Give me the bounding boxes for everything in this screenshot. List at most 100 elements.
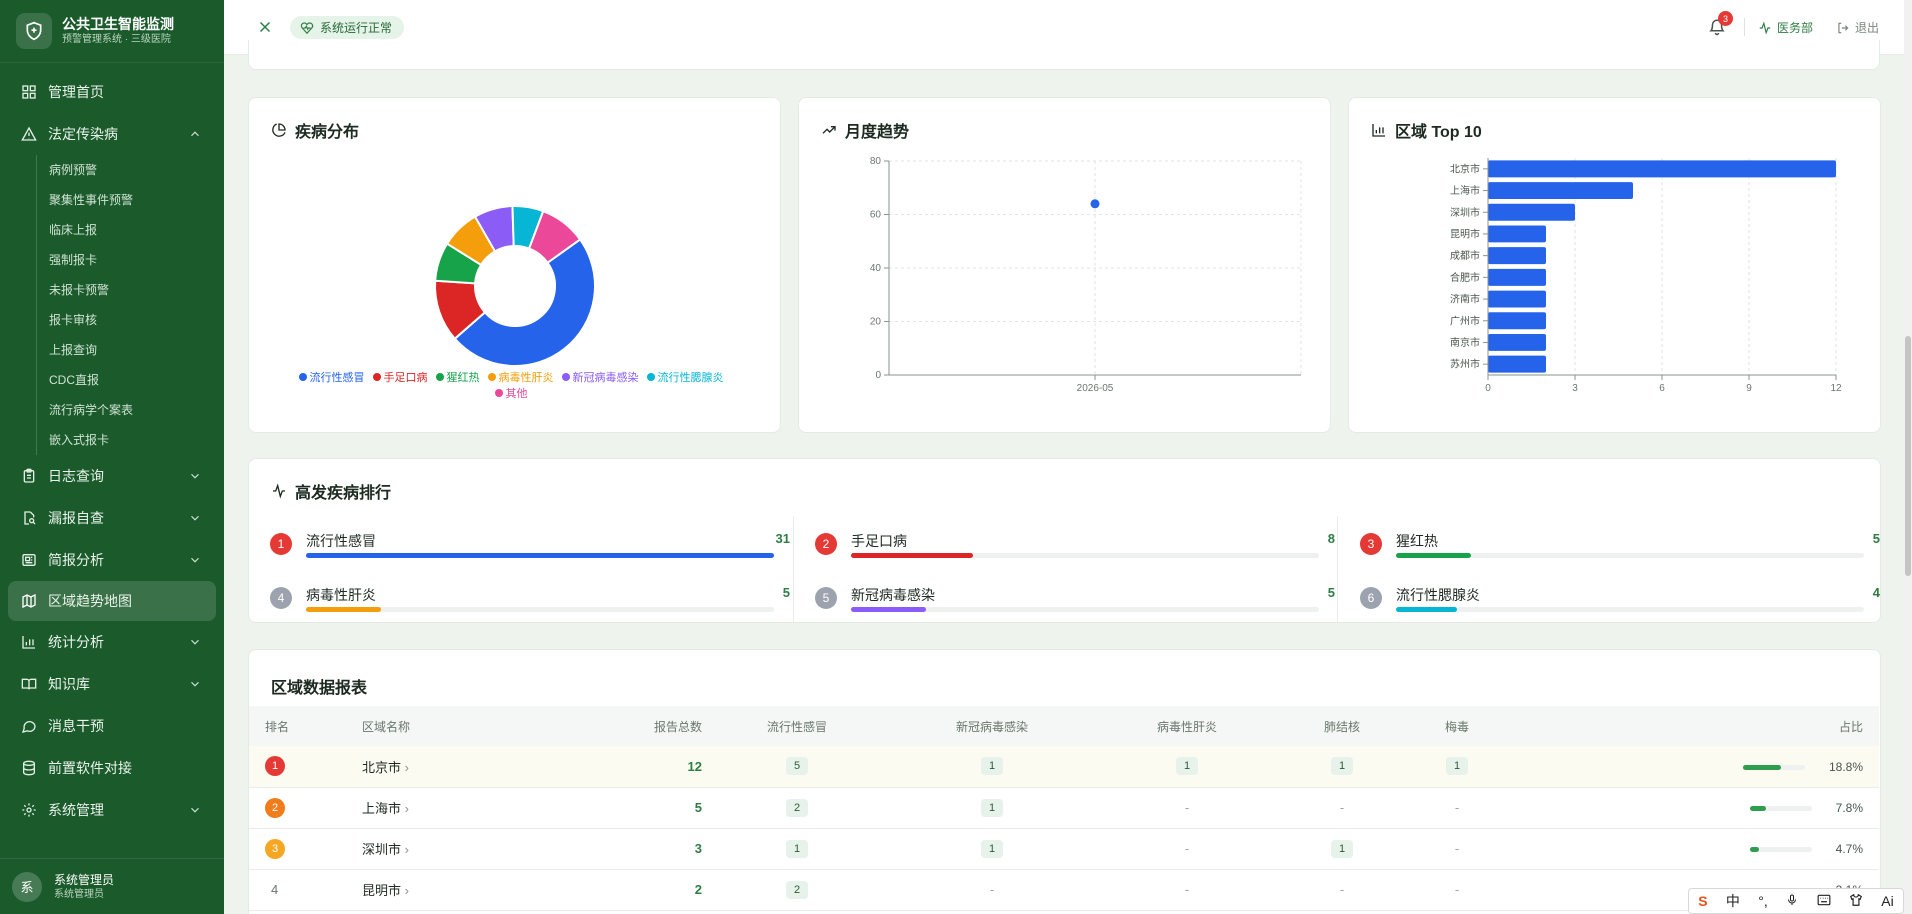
legend-item[interactable]: 猩红热 xyxy=(435,370,480,386)
ranking-item[interactable]: 3 猩红热 5 xyxy=(1360,527,1880,567)
region-link[interactable]: 北京市 xyxy=(362,759,402,775)
cell-hepatitis: 1 xyxy=(1092,746,1282,788)
ime-ai-button[interactable]: Ai xyxy=(1881,893,1894,909)
legend-item[interactable]: 手足口病 xyxy=(372,370,428,386)
cell-region[interactable]: 昆明市 › xyxy=(362,869,532,911)
ime-logo-icon[interactable]: S xyxy=(1698,893,1708,909)
region-bar[interactable] xyxy=(1488,225,1546,243)
cell-rank: 4 xyxy=(249,869,362,911)
ime-lang-toggle[interactable]: 中 xyxy=(1725,893,1740,909)
shield-logo-icon xyxy=(16,13,52,49)
pie-slice[interactable] xyxy=(453,238,596,367)
subnav-cluster-alert[interactable]: 聚集性事件预警 xyxy=(49,193,134,207)
pie-slice[interactable] xyxy=(527,209,582,265)
region-bar[interactable] xyxy=(1488,203,1575,221)
region-bar[interactable] xyxy=(1488,355,1546,373)
ranking-item[interactable]: 1 流行性感冒 31 xyxy=(270,527,790,567)
region-link[interactable]: 上海市 xyxy=(362,801,402,816)
logout-button[interactable]: 退出 xyxy=(1836,19,1879,36)
sidebar-item-brief-analysis[interactable]: 简报分析 xyxy=(0,539,224,581)
rank-progress-fill xyxy=(851,607,926,612)
subnav-cdc-direct[interactable]: CDC直报 xyxy=(49,373,99,387)
bell-icon[interactable] xyxy=(1708,18,1726,36)
book-icon xyxy=(20,675,38,693)
data-point[interactable] xyxy=(1090,199,1100,209)
region-bar[interactable] xyxy=(1488,182,1633,200)
col-tb[interactable]: 肺结核 xyxy=(1282,706,1402,746)
sidebar-item-knowledge[interactable]: 知识库 xyxy=(0,663,224,705)
col-flu[interactable]: 流行性感冒 xyxy=(702,706,892,746)
col-covid[interactable]: 新冠病毒感染 xyxy=(892,706,1092,746)
col-region[interactable]: 区域名称 xyxy=(362,706,532,746)
sidebar-item-message[interactable]: 消息干预 xyxy=(0,705,224,747)
page-scrollbar-thumb[interactable] xyxy=(1905,336,1911,576)
ime-keyboard-icon[interactable] xyxy=(1817,893,1831,909)
y-tick-label: 合肥市 xyxy=(1450,271,1480,284)
cell-region[interactable]: 深圳市 › xyxy=(362,828,532,870)
col-syphilis[interactable]: 梅毒 xyxy=(1402,706,1512,746)
sidebar-item-region-map[interactable]: 区域趋势地图 xyxy=(8,581,216,621)
legend-item[interactable]: 新冠病毒感染 xyxy=(561,370,639,386)
subnav-case-alert[interactable]: 病例预警 xyxy=(49,163,98,177)
legend-item[interactable]: 流行性感冒 xyxy=(298,370,365,386)
region-link[interactable]: 昆明市 xyxy=(362,883,402,898)
col-share[interactable]: 占比 xyxy=(1512,706,1879,746)
col-hepatitis[interactable]: 病毒性肝炎 xyxy=(1092,706,1282,746)
ranking-item[interactable]: 2 手足口病 8 xyxy=(815,527,1335,567)
sidebar-item-missed-check[interactable]: 漏报自查 xyxy=(0,497,224,539)
cell-hepatitis: - xyxy=(1092,828,1282,870)
disease-ranking-card: 高发疾病排行 xyxy=(248,458,1881,623)
cell-hepatitis: - xyxy=(1092,787,1282,829)
region-bar[interactable] xyxy=(1488,290,1546,308)
close-icon[interactable] xyxy=(256,18,274,36)
chevron-down-icon xyxy=(191,473,199,479)
y-tick-label: 上海市 xyxy=(1450,184,1480,197)
sidebar-item-label: 区域趋势地图 xyxy=(48,593,132,609)
col-rank[interactable]: 排名 xyxy=(249,706,362,746)
dept-link[interactable]: 医务部 xyxy=(1758,19,1813,36)
sidebar-item-label: 知识库 xyxy=(48,676,90,692)
region-bar[interactable] xyxy=(1488,333,1546,351)
ime-toolbar[interactable]: S 中 °, Ai xyxy=(1688,888,1904,914)
ime-punct-icon[interactable]: °, xyxy=(1758,893,1768,909)
subnav-clinical-report[interactable]: 临床上报 xyxy=(49,223,98,237)
subnav-embedded-card[interactable]: 嵌入式报卡 xyxy=(49,433,110,447)
ranking-item[interactable]: 6 流行性腮腺炎 4 xyxy=(1360,581,1880,621)
cell-region[interactable]: 北京市 › xyxy=(362,746,532,788)
legend-item[interactable]: 病毒性肝炎 xyxy=(487,370,554,386)
rank-count: 8 xyxy=(1327,531,1335,546)
avatar: 系 xyxy=(12,871,42,902)
region-bar[interactable] xyxy=(1488,268,1546,286)
sidebar-item-frontend-integration[interactable]: 前置软件对接 xyxy=(0,747,224,789)
table-row[interactable]: 2 上海市 › 5 2 1- - -7.8% xyxy=(249,787,1879,829)
col-total[interactable]: 报告总数 xyxy=(532,706,702,746)
sidebar-item-home[interactable]: 管理首页 xyxy=(0,71,224,113)
legend-item[interactable]: 其他 xyxy=(494,386,528,402)
subnav-card-review[interactable]: 报卡审核 xyxy=(49,313,98,327)
chevron-down-icon xyxy=(191,681,199,687)
ime-skin-icon[interactable] xyxy=(1849,893,1863,910)
region-link[interactable]: 深圳市 xyxy=(362,842,402,857)
region-bar[interactable] xyxy=(1488,160,1836,178)
subnav-mandatory-card[interactable]: 强制报卡 xyxy=(49,253,98,267)
user-profile[interactable]: 系 系统管理员 系统管理员 xyxy=(0,858,224,914)
sidebar-item-log-query[interactable]: 日志查询 xyxy=(0,455,224,497)
legend-item[interactable]: 流行性腮腺炎 xyxy=(646,370,724,386)
table-row[interactable]: 1 北京市 › 12 5 1 1 1 1 18.8% xyxy=(249,746,1879,788)
ranking-item[interactable]: 4 病毒性肝炎 5 xyxy=(270,581,790,621)
subnav-epi-case[interactable]: 流行病学个案表 xyxy=(49,403,134,417)
subnav-unreported-alert[interactable]: 未报卡预警 xyxy=(49,283,110,297)
subnav-report-query[interactable]: 上报查询 xyxy=(49,343,98,357)
sidebar-item-statistics[interactable]: 统计分析 xyxy=(0,621,224,663)
ime-mic-icon[interactable] xyxy=(1786,893,1798,910)
bar-chart-icon xyxy=(1372,124,1385,137)
sidebar-item-system[interactable]: 系统管理 xyxy=(0,789,224,831)
empty-cell: - xyxy=(1454,841,1460,856)
table-row[interactable]: 3 深圳市 › 3 1 1-1-4.7% xyxy=(249,828,1879,870)
region-bar[interactable] xyxy=(1488,312,1546,330)
cell-region[interactable]: 上海市 › xyxy=(362,787,532,829)
region-bar[interactable] xyxy=(1488,247,1546,265)
ranking-item[interactable]: 5 新冠病毒感染 5 xyxy=(815,581,1335,621)
sidebar-item-infectious[interactable]: 法定传染病 xyxy=(0,113,224,155)
